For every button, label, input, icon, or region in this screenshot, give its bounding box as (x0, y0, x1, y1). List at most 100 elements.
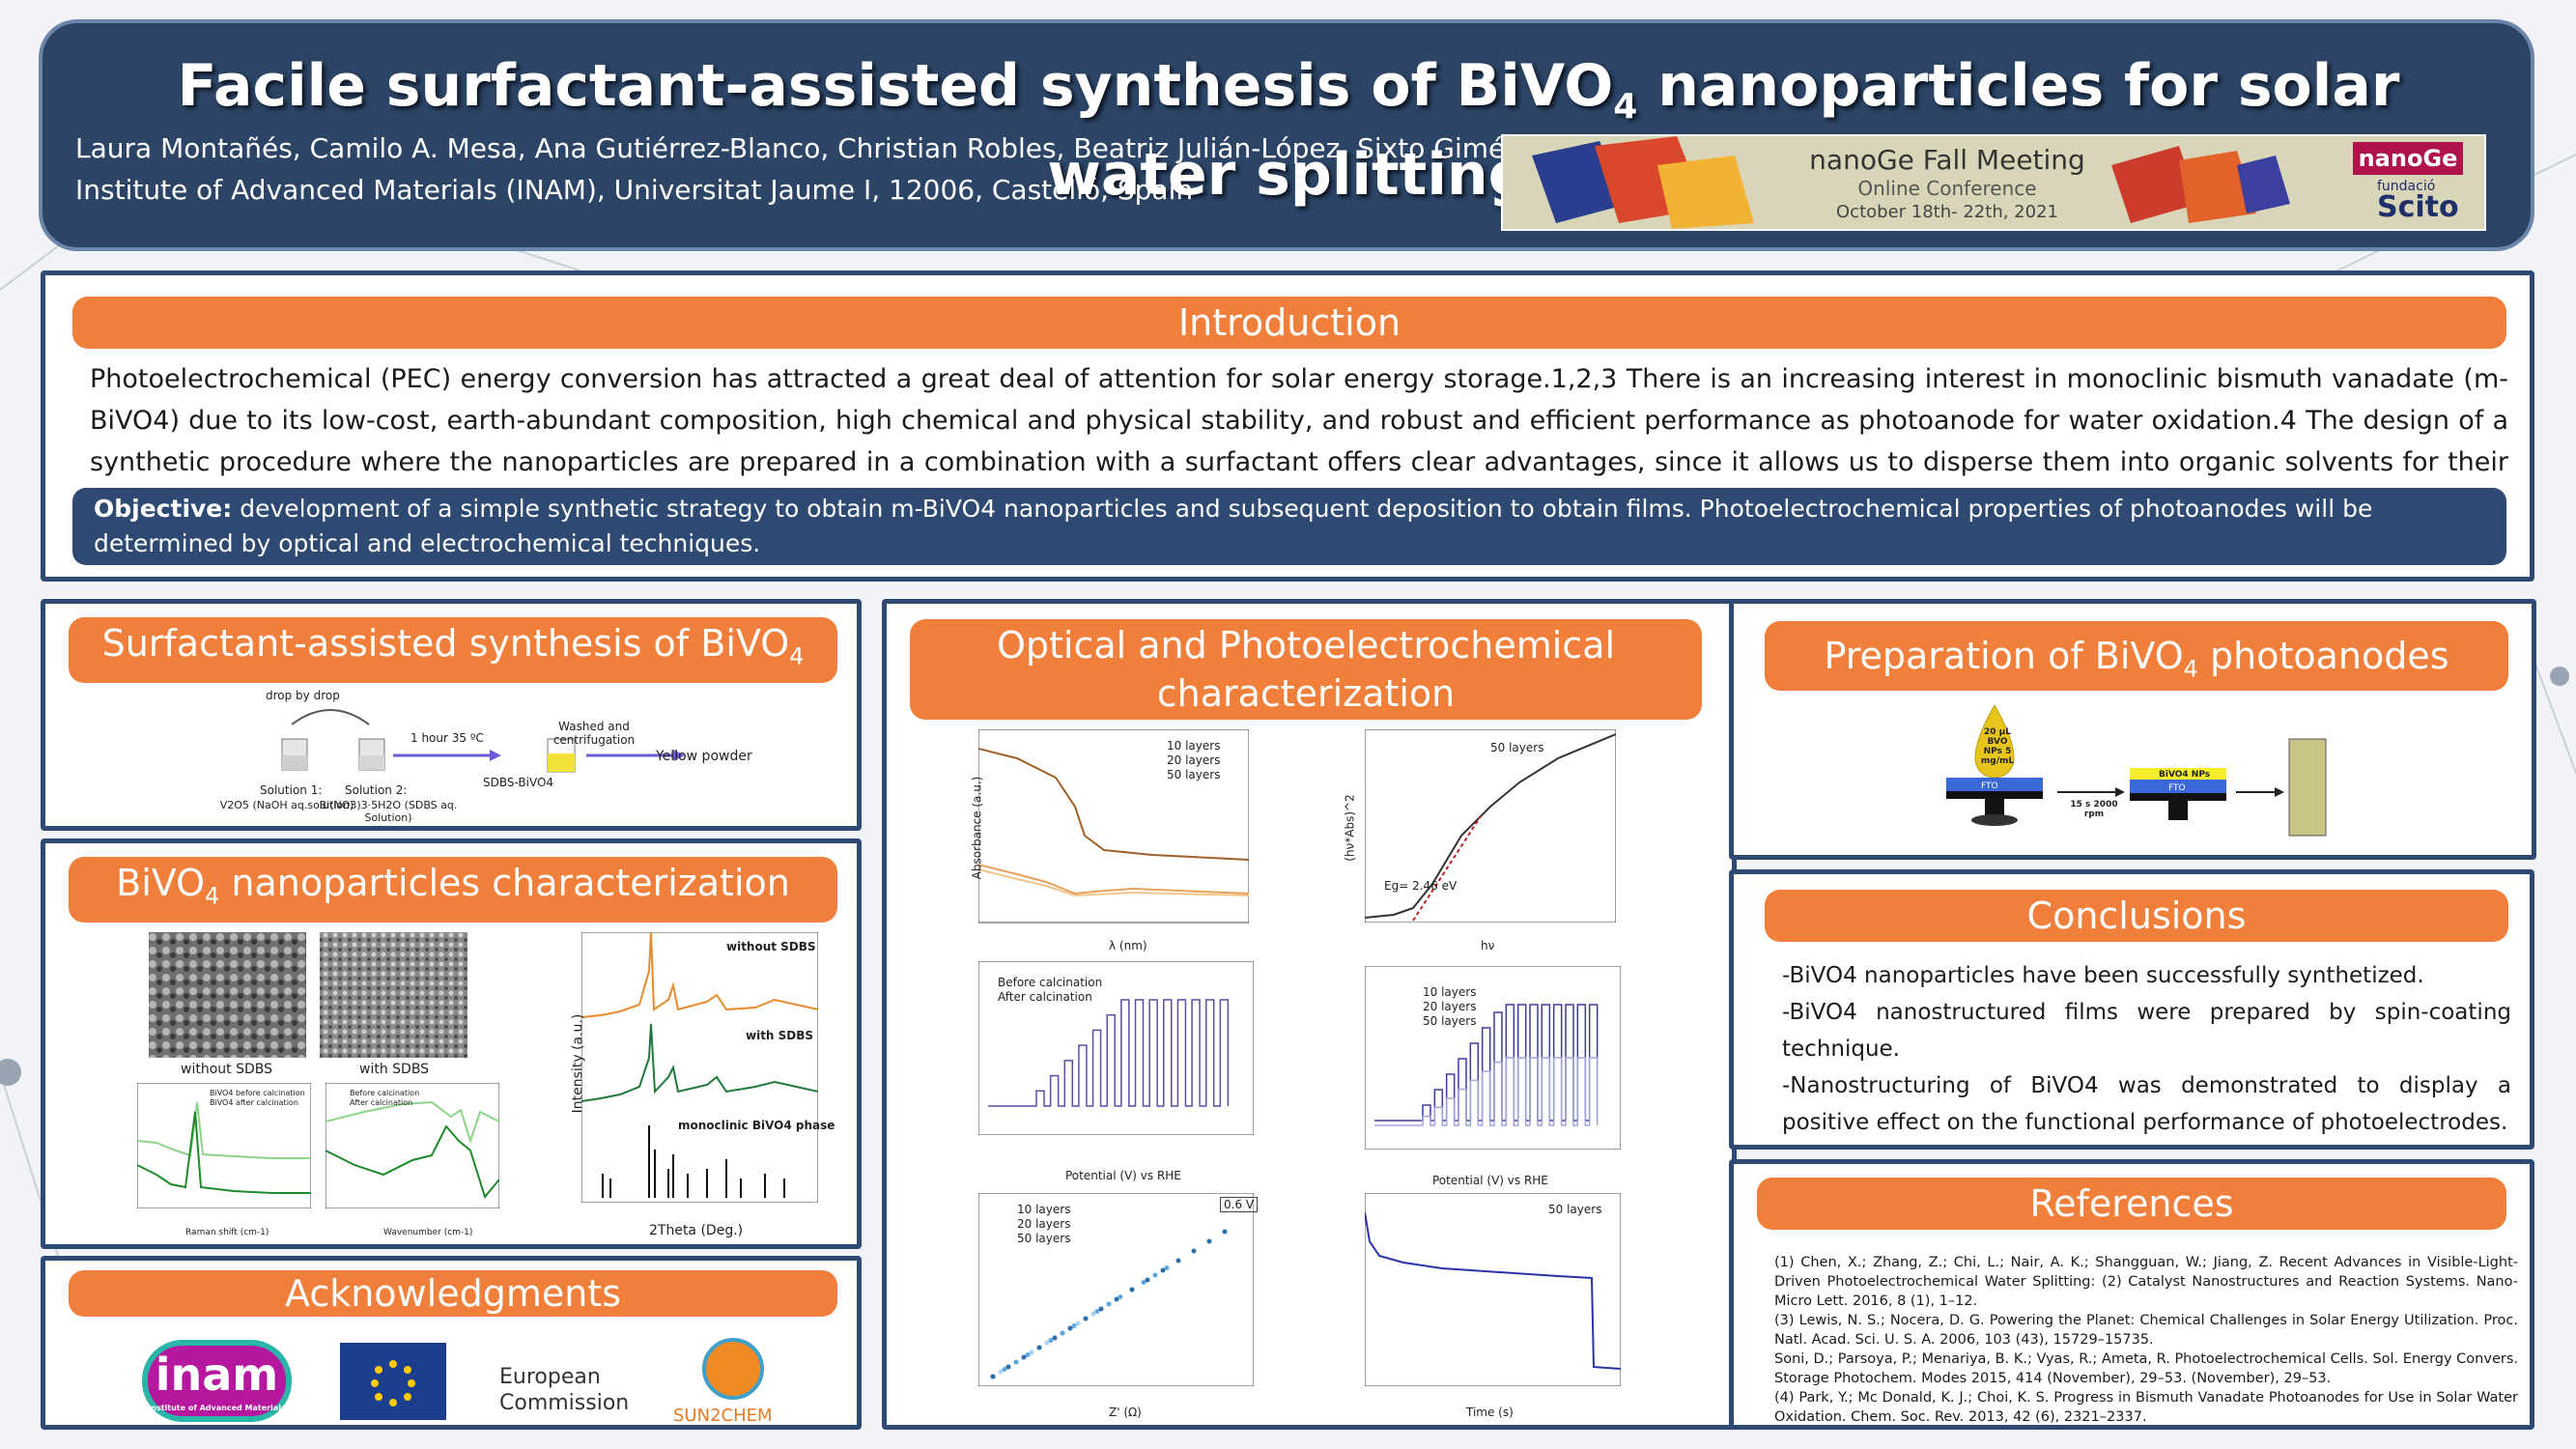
meeting-type: Online Conference (1857, 177, 2037, 200)
preparation-heading: Preparation of BiVO4 photoanodes (1765, 621, 2508, 691)
xrd-xlabel: 2Theta (Deg.) (649, 1223, 744, 1238)
nyquist-point (1222, 1229, 1228, 1235)
nyquist-point (1191, 1248, 1197, 1254)
nps-label: BiVO4 NPs (2159, 770, 2211, 780)
abs-ylabel: Absorbance (a.u.) (970, 776, 984, 880)
ftir-legend-1: Before calcination (350, 1089, 420, 1097)
yellow-powder-label: Yellow powder (656, 749, 752, 764)
stab-xlabel: Time (s) (1466, 1406, 1514, 1419)
nyquist-point (1141, 1280, 1146, 1285)
ftir-xlabel: Wavenumber (cm-1) (383, 1228, 473, 1237)
sem-label-1: without SDBS (181, 1062, 272, 1077)
tauc-legend: 50 layers (1490, 741, 1544, 754)
nyquist-point (1071, 1323, 1077, 1328)
acknowledgments-heading: Acknowledgments (69, 1270, 837, 1317)
jv2-legend-1: 10 layers (1423, 985, 1477, 999)
abs-legend-3: 50 layers (1167, 768, 1221, 781)
jv-calcination-plot (978, 961, 1254, 1135)
nyquist-point (1114, 1296, 1119, 1302)
tauc-ylabel: (hν*Abs)^2 (1343, 794, 1357, 862)
introduction-heading: Introduction (72, 297, 2506, 349)
nyquist-point (1060, 1330, 1065, 1336)
eis-legend-1: 10 layers (1017, 1203, 1071, 1216)
ftir-plot (326, 1083, 499, 1208)
nyquist-point (1083, 1316, 1089, 1321)
sun2chem-icon (702, 1338, 764, 1400)
conclusion-item: -BiVO4 nanoparticles have been successfu… (1782, 963, 2424, 988)
drop-label: drop by drop (266, 689, 340, 702)
synthesis-panel: Surfactant-assisted synthesis of BiVO4 d… (41, 599, 862, 831)
nyquist-plot (978, 1193, 1254, 1386)
jv2-legend-3: 50 layers (1423, 1014, 1477, 1028)
xrd-ylabel: Intensity (a.u.) (570, 1013, 586, 1114)
scito-logo: Scito (2377, 190, 2459, 224)
synthesis-heading: Surfactant-assisted synthesis of BiVO4 (69, 617, 837, 683)
nyquist-point (990, 1374, 996, 1379)
references-heading: References (1757, 1178, 2506, 1230)
nyquist-point (1175, 1258, 1181, 1264)
nyquist-point (1029, 1350, 1034, 1355)
solution2-desc: Bi(NO3)3·5H2O (SDBS aq. Solution) (319, 799, 458, 824)
nyquist-point (1067, 1325, 1073, 1331)
stab-legend: 50 layers (1548, 1203, 1602, 1216)
synthesis-scheme (281, 709, 685, 773)
reference-item: (1) Chen, X.; Zhang, Z.; Chi, L.; Nair, … (1774, 1255, 2518, 1309)
ftir-legend-2: After calcination (350, 1098, 413, 1107)
xrd-trace3-label: monoclinic BiVO4 phase (678, 1119, 835, 1132)
nyquist-point (1021, 1354, 1027, 1360)
fundacio-label: fundació (2377, 179, 2436, 194)
nyquist-point (1206, 1238, 1212, 1244)
abs-legend-1: 10 layers (1167, 739, 1221, 753)
eis-voltage-tag: 0.6 V (1220, 1197, 1259, 1212)
acknowledgments-panel: Acknowledgments inam Institute of Advance… (41, 1256, 862, 1430)
nyquist-point (1118, 1294, 1123, 1299)
nyquist-point (1002, 1367, 1007, 1372)
absorbance-plot (978, 729, 1249, 923)
raman-legend-1: BiVO4 before calcination (210, 1089, 305, 1097)
jv-trace (1374, 1004, 1599, 1122)
meeting-dates: October 18th- 22th, 2021 (1836, 202, 2058, 222)
introduction-panel: Introduction Photoelectrochemical (PEC) … (41, 270, 2534, 582)
nyquist-point (1164, 1265, 1170, 1270)
reference-item: (4) Park, Y.; Mc Donald, K. J.; Choi, K.… (1774, 1390, 2518, 1425)
introduction-text: Photoelectrochemical (PEC) energy conver… (90, 364, 2508, 477)
abs-legend-2: 20 layers (1167, 753, 1221, 767)
nyquist-point (1044, 1340, 1050, 1346)
nanoge-logo: nanoGe (2353, 142, 2463, 175)
nyquist-point (1129, 1287, 1135, 1293)
nyquist-point (1090, 1311, 1096, 1317)
eis-xlabel: Z' (Ω) (1109, 1406, 1142, 1419)
jv-layers-plot (1365, 966, 1621, 1150)
objective-box: Objective: development of a simple synth… (72, 488, 2506, 565)
nyquist-point (1052, 1335, 1058, 1341)
drop-volume-label: 20 μL BVO NPs 5 mg/mL (1980, 727, 2015, 766)
solution1-label: Solution 1: (260, 783, 323, 797)
jv-trace (988, 999, 1230, 1107)
nyquist-point (1013, 1359, 1019, 1365)
optical-heading: Optical and Photoelectrochemical charact… (910, 619, 1702, 720)
fto-label-1: FTO (1981, 781, 1998, 791)
eis-legend-3: 50 layers (1017, 1232, 1071, 1245)
eis-legend-2: 20 layers (1017, 1217, 1071, 1231)
spin-label: 15 s 2000 rpm (2070, 800, 2118, 819)
reference-item: Soni, D.; Parsoya, P.; Menariya, B. K.; … (1774, 1351, 2518, 1386)
ec-label-2: Commission (499, 1391, 630, 1415)
nyquist-point (1005, 1364, 1011, 1370)
nyquist-point (1094, 1309, 1100, 1314)
condition-label: 1 hour 35 ºC (410, 731, 484, 745)
abs-xlabel: λ (nm) (1109, 939, 1147, 952)
conference-banner: nanoGe Fall Meeting Online Conference Oc… (1501, 134, 2486, 231)
nyquist-point (1152, 1272, 1158, 1278)
references-panel: References (1) Chen, X.; Zhang, Z.; Chi,… (1729, 1159, 2534, 1430)
poster-title: Facile surfactant-assisted synthesis of … (177, 52, 2400, 209)
solution2-label: Solution 2: (345, 783, 408, 797)
tauc-xlabel: hν (1481, 939, 1495, 952)
nanochar-heading: BiVO4 nanoparticles characterization (69, 857, 837, 923)
jv1-legend-2: After calcination (998, 990, 1092, 1004)
inam-logo: inam Institute of Advanced Materials (142, 1340, 292, 1422)
affiliation: Institute of Advanced Materials (INAM), … (75, 174, 1194, 206)
nyquist-point (1036, 1345, 1042, 1350)
sem-label-2: with SDBS (359, 1062, 430, 1077)
nyquist-point (1098, 1306, 1104, 1312)
jv2-legend-2: 20 layers (1423, 1000, 1477, 1013)
